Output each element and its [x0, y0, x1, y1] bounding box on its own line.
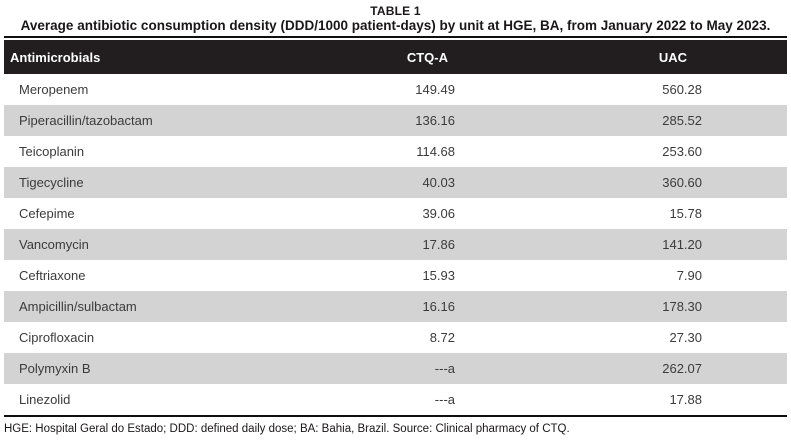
antimicrobial-name: Teicoplanin [4, 136, 304, 167]
top-rule [4, 36, 787, 38]
column-header-uac: UAC [455, 40, 787, 74]
header-row: Antimicrobials CTQ-A UAC [4, 40, 787, 74]
table-row: Piperacillin/tazobactam 136.16 285.52 [4, 105, 787, 136]
antimicrobial-name: Tigecycline [4, 167, 304, 198]
table-container: Antimicrobials CTQ-A UAC Meropenem 149.4… [4, 36, 787, 417]
ctq-a-value: ---a [304, 384, 455, 415]
uac-value: 27.30 [455, 322, 787, 353]
uac-value: 262.07 [455, 353, 787, 384]
table-row: Teicoplanin 114.68 253.60 [4, 136, 787, 167]
antimicrobial-name: Ceftriaxone [4, 260, 304, 291]
table-row: Vancomycin 17.86 141.20 [4, 229, 787, 260]
uac-value: 141.20 [455, 229, 787, 260]
table-row: Cefepime 39.06 15.78 [4, 198, 787, 229]
column-header-antimicrobials: Antimicrobials [4, 40, 304, 74]
ctq-a-value: 16.16 [304, 291, 455, 322]
table-footnote: HGE: Hospital Geral do Estado; DDD: defi… [4, 423, 570, 435]
antimicrobial-name: Polymyxin B [4, 353, 304, 384]
antimicrobial-name: Cefepime [4, 198, 304, 229]
uac-value: 253.60 [455, 136, 787, 167]
antibiotic-consumption-table: Antimicrobials CTQ-A UAC Meropenem 149.4… [4, 40, 787, 415]
ctq-a-value: 15.93 [304, 260, 455, 291]
table-caption: Average antibiotic consumption density (… [20, 18, 771, 33]
table-label: TABLE 1 [370, 4, 421, 18]
antimicrobial-name: Piperacillin/tazobactam [4, 105, 304, 136]
ctq-a-value: 39.06 [304, 198, 455, 229]
antimicrobial-name: Meropenem [4, 74, 304, 105]
uac-value: 360.60 [455, 167, 787, 198]
antimicrobial-name: Vancomycin [4, 229, 304, 260]
uac-value: 178.30 [455, 291, 787, 322]
table-row: Ciprofloxacin 8.72 27.30 [4, 322, 787, 353]
uac-value: 560.28 [455, 74, 787, 105]
ctq-a-value: 149.49 [304, 74, 455, 105]
uac-value: 285.52 [455, 105, 787, 136]
ctq-a-value: 40.03 [304, 167, 455, 198]
table-row: Ampicillin/sulbactam 16.16 178.30 [4, 291, 787, 322]
table-row: Polymyxin B ---a 262.07 [4, 353, 787, 384]
uac-value: 15.78 [455, 198, 787, 229]
ctq-a-value: 8.72 [304, 322, 455, 353]
uac-value: 17.88 [455, 384, 787, 415]
table-row: Linezolid ---a 17.88 [4, 384, 787, 415]
antimicrobial-name: Linezolid [4, 384, 304, 415]
table-row: Meropenem 149.49 560.28 [4, 74, 787, 105]
table-row: Tigecycline 40.03 360.60 [4, 167, 787, 198]
ctq-a-value: 136.16 [304, 105, 455, 136]
uac-value: 7.90 [455, 260, 787, 291]
bottom-rule [4, 415, 787, 417]
antimicrobial-name: Ciprofloxacin [4, 322, 304, 353]
antimicrobial-name: Ampicillin/sulbactam [4, 291, 304, 322]
ctq-a-value: 17.86 [304, 229, 455, 260]
ctq-a-value: 114.68 [304, 136, 455, 167]
table-row: Ceftriaxone 15.93 7.90 [4, 260, 787, 291]
ctq-a-value: ---a [304, 353, 455, 384]
column-header-ctq-a: CTQ-A [304, 40, 455, 74]
